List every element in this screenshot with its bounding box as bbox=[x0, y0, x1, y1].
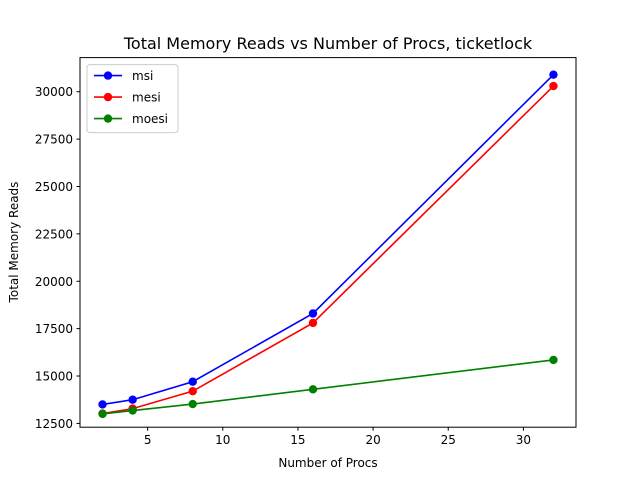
data-point-msi bbox=[308, 309, 318, 318]
chart-title: Total Memory Reads vs Number of Procs, t… bbox=[123, 34, 533, 53]
legend-marker-msi bbox=[103, 71, 113, 80]
x-axis-ticks: 5 10 15 20 25 30 bbox=[144, 427, 531, 447]
data-point-moesi bbox=[128, 406, 137, 415]
x-tick-label: 30 bbox=[516, 433, 531, 447]
data-point-moesi bbox=[549, 355, 558, 365]
legend: msi mesi moesi bbox=[86, 64, 179, 134]
x-tick-label: 5 bbox=[144, 433, 152, 447]
data-point-msi bbox=[98, 400, 107, 409]
data-point-msi bbox=[549, 70, 558, 79]
x-axis-label: Number of Procs bbox=[278, 456, 377, 470]
legend-label-moesi: moesi bbox=[132, 112, 168, 126]
x-tick-label: 25 bbox=[441, 433, 456, 447]
x-tick-label: 20 bbox=[365, 433, 380, 447]
data-point-mesi bbox=[549, 81, 558, 91]
y-tick-label: 25000 bbox=[35, 180, 73, 194]
data-point-moesi bbox=[308, 385, 318, 394]
plot-frame bbox=[79, 57, 577, 428]
data-point-msi bbox=[128, 395, 137, 404]
y-tick-label: 12500 bbox=[35, 417, 73, 431]
data-point-msi bbox=[188, 377, 197, 386]
y-axis-label: Total Memory Reads bbox=[7, 182, 21, 304]
legend-label-mesi: mesi bbox=[132, 91, 161, 105]
data-point-mesi bbox=[188, 386, 197, 396]
y-tick-label: 15000 bbox=[35, 370, 73, 384]
data-point-mesi bbox=[308, 318, 318, 328]
series-line-mesi bbox=[102, 85, 555, 415]
legend-marker-mesi bbox=[103, 92, 113, 102]
data-point-moesi bbox=[98, 409, 107, 419]
y-tick-label: 17500 bbox=[35, 322, 73, 336]
legend-marker-moesi bbox=[103, 114, 113, 123]
x-tick-label: 15 bbox=[290, 433, 305, 447]
y-axis-ticks: 12500 15000 17500 20000 22500 25000 27500 30000 bbox=[35, 85, 80, 431]
y-tick-label: 27500 bbox=[35, 133, 73, 147]
legend-label-msi: msi bbox=[132, 69, 153, 83]
series-layer bbox=[98, 70, 558, 419]
y-tick-label: 30000 bbox=[35, 85, 73, 99]
y-tick-label: 22500 bbox=[35, 227, 73, 241]
data-point-moesi bbox=[188, 399, 197, 409]
x-tick-label: 10 bbox=[215, 433, 230, 447]
y-tick-label: 20000 bbox=[35, 275, 73, 289]
series-line-moesi bbox=[102, 359, 554, 415]
